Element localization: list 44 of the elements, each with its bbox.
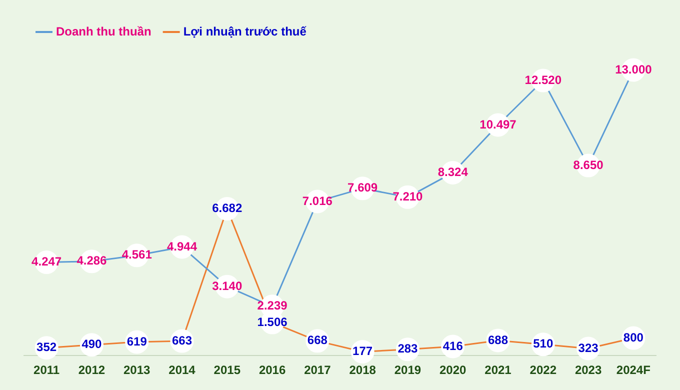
- x-tick-label: 2012: [78, 363, 106, 378]
- data-label: 510: [533, 336, 554, 351]
- x-tick-label: 2023: [574, 363, 602, 378]
- data-label: 13.000: [615, 62, 652, 76]
- data-label: 177: [352, 344, 373, 358]
- x-tick-label: 2022: [530, 363, 557, 378]
- x-tick-label: 2015: [214, 363, 241, 378]
- data-label: 490: [82, 337, 102, 352]
- x-tick-label: 2013: [124, 363, 151, 378]
- x-tick-label: 2011: [34, 363, 60, 378]
- data-label: 1.506: [257, 314, 288, 329]
- x-tick-label: 2020: [440, 363, 467, 378]
- x-tick-label: 2016: [258, 363, 286, 378]
- data-label: 8.650: [573, 158, 604, 172]
- data-label: 416: [442, 338, 464, 353]
- data-label: 283: [398, 342, 418, 356]
- data-label: 800: [623, 330, 644, 344]
- data-label: 323: [578, 340, 599, 355]
- x-tick-label: 2021: [484, 363, 512, 378]
- data-label: 2.239: [257, 298, 288, 313]
- data-label: 619: [126, 334, 148, 348]
- x-tick-label: 2018: [349, 363, 376, 378]
- data-label: 688: [488, 332, 508, 347]
- x-tick-label: 2019: [394, 363, 422, 378]
- data-label: 4.286: [76, 254, 108, 268]
- data-label: 4.944: [166, 239, 198, 254]
- data-label: 352: [36, 340, 57, 354]
- data-label: 7.609: [348, 180, 378, 195]
- data-label: 7.016: [302, 194, 333, 208]
- data-label: 663: [172, 333, 192, 348]
- data-label: 668: [307, 333, 328, 348]
- x-tick-label: 2017: [304, 363, 332, 378]
- legend-label: Doanh thu thuần: [56, 24, 152, 38]
- data-label: 8.324: [438, 165, 468, 180]
- legend-label: Lợi nhuận trước thuế: [183, 24, 307, 38]
- data-label: 6.682: [212, 201, 242, 216]
- x-tick-label: 2014: [168, 363, 196, 378]
- data-label: 4.561: [122, 248, 152, 262]
- x-tick-label: 2024F: [616, 363, 650, 378]
- data-label: 4.247: [32, 254, 62, 269]
- data-label: 10.497: [480, 117, 517, 132]
- data-label: 12.520: [524, 72, 562, 87]
- data-label: 3.140: [212, 278, 242, 293]
- data-label: 7.210: [392, 190, 424, 204]
